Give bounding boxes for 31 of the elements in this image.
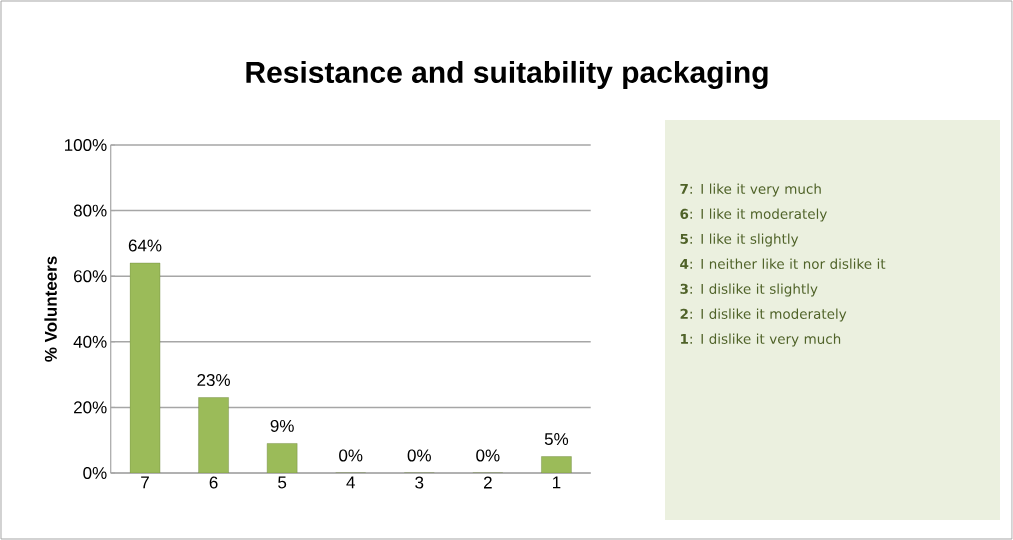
x-tick-label: 1 xyxy=(553,476,561,489)
data-label: 64% xyxy=(128,239,162,252)
bar xyxy=(129,262,161,473)
x-tick-label: 2 xyxy=(483,476,492,489)
text: 5: I like it slightly xyxy=(680,233,799,247)
data-label: 5% xyxy=(544,433,569,446)
y-tick-label: 60% xyxy=(74,270,107,283)
text: 7: I like it very much xyxy=(680,183,821,197)
x-tick-label: 5 xyxy=(278,476,287,489)
data-label: 0% xyxy=(339,449,363,462)
y-tick-label: 100% xyxy=(65,138,107,152)
y-tick-label: 80% xyxy=(73,204,107,217)
y-tick-label: 20% xyxy=(74,401,107,414)
data-label: 9% xyxy=(270,419,294,432)
text: 6: I like it moderately xyxy=(680,208,827,222)
y-tick-label: 40% xyxy=(73,335,107,348)
text: 1: I dislike it very much xyxy=(681,333,841,347)
x-tick-label: 7 xyxy=(141,476,149,489)
y-axis-title: % Volunteers xyxy=(44,256,57,362)
data-label: 0% xyxy=(476,449,500,462)
y-tick-label: 0% xyxy=(83,466,107,480)
x-tick-label: 6 xyxy=(209,476,218,489)
data-label: 23% xyxy=(197,373,230,387)
text: 2: I dislike it moderately xyxy=(680,308,847,322)
x-tick-label: 4 xyxy=(346,476,355,489)
bar xyxy=(198,397,229,473)
text: 3: I dislike it slightly xyxy=(680,283,818,297)
x-tick-label: 3 xyxy=(415,476,424,489)
text: 4: I neither like it nor dislike it xyxy=(680,258,886,269)
chart-title: Resistance and suitability packaging xyxy=(246,60,768,90)
data-label: 0% xyxy=(407,449,431,462)
